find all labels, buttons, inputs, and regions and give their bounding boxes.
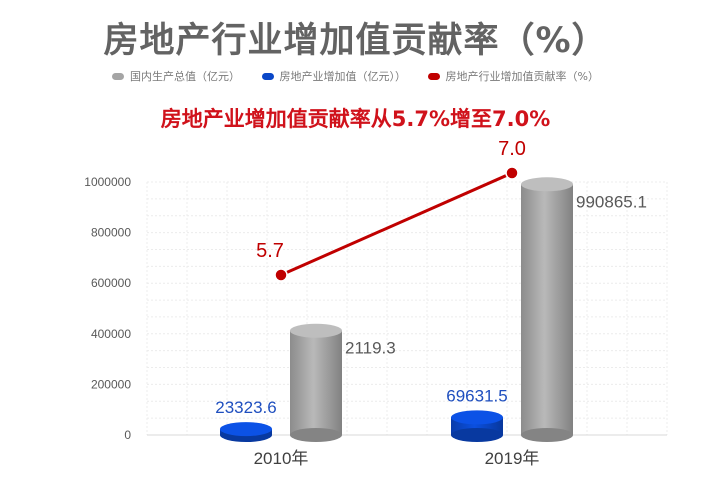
legend: 国内生产总值（亿元） 房地产业增加值（亿元）） 房地产行业增加值贡献率（%） <box>0 68 711 84</box>
legend-item-gdp: 国内生产总值（亿元） <box>112 68 240 84</box>
line-data-label: 7.0 <box>498 138 526 160</box>
y-tick-label: 400000 <box>91 327 131 341</box>
bar-base <box>451 428 503 442</box>
legend-swatch-real-estate <box>261 72 274 80</box>
bar-base <box>290 428 342 442</box>
line-series-point <box>505 166 519 180</box>
x-tick-label: 2019年 <box>485 449 540 468</box>
y-tick-label: 0 <box>124 428 131 442</box>
line-series-path <box>280 171 513 277</box>
bar-data-label: 69631.5 <box>446 386 507 405</box>
line-data-label: 5.7 <box>256 240 284 262</box>
bar-data-label: 23323.6 <box>215 398 276 417</box>
y-tick-label: 200000 <box>91 377 131 391</box>
legend-swatch-gdp <box>112 72 125 80</box>
bar-top <box>290 323 342 338</box>
bar-top <box>451 410 503 425</box>
legend-item-real-estate: 房地产业增加值（亿元）） <box>261 68 407 84</box>
x-tick-label: 2010年 <box>254 449 309 468</box>
y-tick-label: 800000 <box>91 226 131 240</box>
chart-subtitle: 房地产业增加值贡献率从5.7%增至7.0% <box>160 107 551 131</box>
legend-label-real-estate: 房地产业增加值（亿元）） <box>279 70 407 83</box>
y-tick-label: 600000 <box>91 276 131 290</box>
legend-swatch-contribution <box>427 72 440 80</box>
bar-body <box>521 184 573 435</box>
bar-base <box>521 428 573 442</box>
legend-label-gdp: 国内生产总值（亿元） <box>130 70 241 83</box>
bar-body <box>290 330 342 435</box>
bar-data-label: 2119.3 <box>345 339 396 358</box>
legend-label-contribution: 房地产行业增加值贡献率（%） <box>445 70 599 83</box>
legend-item-contribution: 房地产行业增加值贡献率（%） <box>427 68 599 84</box>
chart-title: 房地产行业增加值贡献率（%） <box>103 21 608 61</box>
bar-data-label: 990865.1 <box>576 192 647 211</box>
y-tick-label: 1000000 <box>84 175 131 189</box>
bar-top <box>220 422 272 437</box>
line-series-point <box>274 268 288 282</box>
bar-top <box>521 177 573 192</box>
